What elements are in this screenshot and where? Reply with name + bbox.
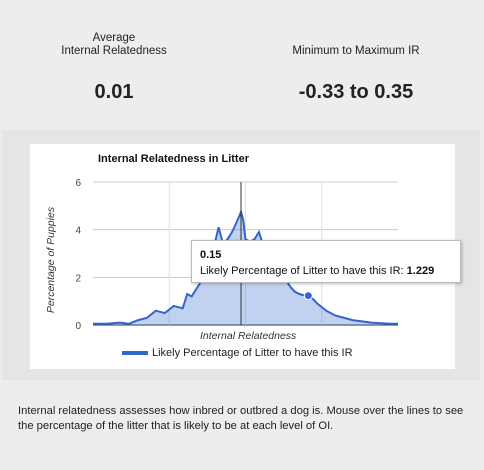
tooltip-value: 1.229 [406,265,435,277]
legend-swatch [122,351,148,355]
description-text: Internal relatedness assesses how inbred… [18,405,464,432]
y-tick-label: 2 [75,273,81,284]
tooltip-series-label: Likely Percentage of Litter to have this… [200,265,404,277]
ir-range-label: Minimum to Maximum IR [292,45,420,57]
average-ir-value: 0.01 [94,81,134,103]
chart-tooltip: 0.15 Likely Percentage of Litter to have… [191,240,461,283]
legend-label: Likely Percentage of Litter to have this… [152,347,353,359]
chart-legend[interactable]: Likely Percentage of Litter to have this… [122,347,353,359]
tooltip-body: Likely Percentage of Litter to have this… [200,263,452,279]
ir-range-value: -0.33 to 0.35 [298,81,414,103]
chart-panel: 0 2 4 6 Internal Relatedness in Litter Perc… [2,130,480,380]
chart-title: Internal Relatedness in Litter [98,153,249,165]
chart-card: 0 2 4 6 Internal Relatedness in Litter Perc… [30,144,461,369]
average-ir-stat: Average Internal Relatedness 0.01 [14,30,214,104]
tooltip-x-value: 0.15 [200,249,222,261]
stats-section: Average Internal Relatedness 0.01 Minimu… [0,0,484,128]
y-axis-title: Percentage of Puppies [45,206,57,314]
selected-data-point [303,291,313,301]
ir-range-stat: Minimum to Maximum IR -0.33 to 0.35 [256,30,456,104]
average-ir-label: Average Internal Relatedness [61,32,167,57]
x-axis-title: Internal Relatedness [200,330,297,342]
y-tick-label: 6 [75,178,81,189]
y-tick-label: 4 [75,226,81,237]
y-tick-label: 0 [75,321,81,332]
